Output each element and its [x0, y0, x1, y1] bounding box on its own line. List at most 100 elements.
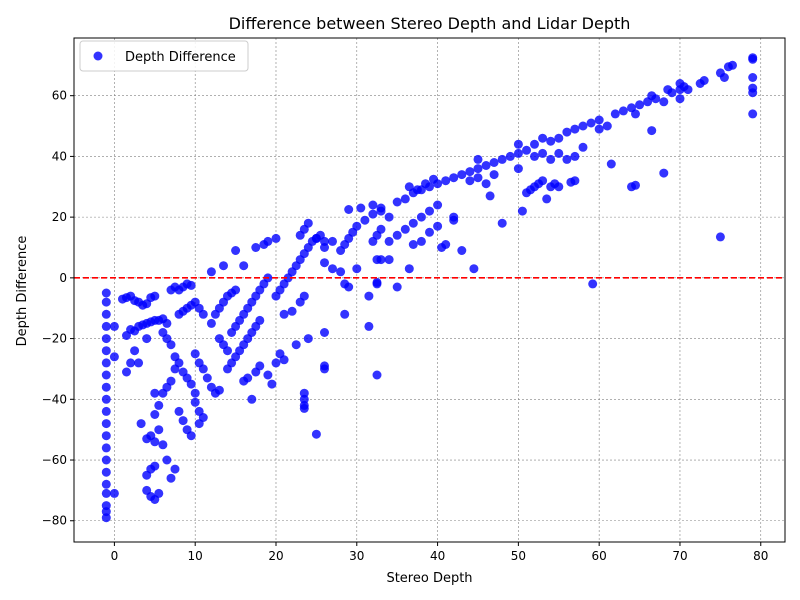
data-point: [408, 240, 418, 249]
data-point: [465, 167, 475, 177]
data-point: [360, 215, 370, 225]
x-tick-label: 0: [111, 549, 119, 563]
data-point: [328, 264, 337, 274]
data-point: [473, 173, 483, 183]
data-point: [251, 243, 261, 252]
y-tick-label: 0: [59, 271, 67, 285]
data-point: [631, 109, 640, 119]
data-point: [271, 233, 281, 243]
data-point: [287, 306, 297, 316]
data-point: [457, 170, 467, 180]
data-point: [101, 443, 111, 453]
data-point: [320, 243, 329, 252]
data-point: [368, 209, 378, 219]
data-point: [101, 288, 111, 298]
data-point: [299, 403, 309, 413]
data-point: [291, 340, 301, 350]
data-point: [489, 170, 499, 180]
x-tick-label: 20: [268, 549, 283, 563]
data-point: [247, 394, 257, 404]
data-point: [109, 488, 119, 498]
data-point: [748, 53, 758, 63]
data-point: [198, 364, 208, 374]
data-point: [150, 461, 160, 471]
data-point: [429, 174, 438, 184]
data-point: [174, 406, 184, 416]
data-point: [606, 159, 616, 169]
data-point: [122, 367, 131, 377]
data-point: [546, 154, 556, 164]
data-point: [748, 73, 758, 82]
data-point: [101, 488, 111, 498]
data-point: [162, 318, 172, 328]
data-point: [150, 410, 160, 419]
data-point: [101, 297, 111, 307]
data-point: [473, 164, 483, 174]
data-point: [408, 218, 418, 228]
data-point: [441, 176, 451, 186]
data-point: [202, 373, 212, 383]
data-point: [449, 173, 459, 183]
data-point: [485, 191, 495, 201]
data-point: [400, 194, 410, 204]
data-point: [554, 182, 564, 192]
data-point: [214, 385, 224, 395]
data-point: [166, 473, 176, 483]
chart-title: Difference between Stereo Depth and Lida…: [229, 14, 631, 33]
data-point: [219, 261, 228, 271]
data-point: [198, 309, 208, 319]
data-point: [594, 124, 604, 134]
data-point: [376, 255, 386, 265]
data-point: [170, 464, 180, 474]
data-point: [554, 148, 564, 158]
data-point: [675, 94, 685, 104]
data-point: [271, 358, 281, 368]
data-point: [101, 358, 111, 368]
data-point: [101, 431, 111, 441]
data-point: [667, 88, 677, 98]
data-point: [364, 321, 374, 331]
data-point: [344, 282, 354, 292]
data-point: [150, 388, 160, 398]
data-point: [699, 76, 709, 85]
y-tick-label: 40: [52, 149, 67, 163]
data-point: [231, 285, 241, 295]
data-point: [174, 358, 184, 368]
data-point: [101, 370, 111, 380]
data-point: [578, 142, 588, 152]
data-point: [376, 224, 386, 234]
data-point: [505, 151, 515, 161]
data-point: [522, 145, 531, 155]
data-point: [513, 164, 523, 174]
y-tick-label: −40: [42, 392, 67, 406]
data-point: [154, 488, 164, 498]
y-tick-label: 20: [52, 210, 67, 224]
legend-marker: [93, 51, 103, 61]
data-point: [154, 400, 164, 410]
data-point: [425, 206, 434, 216]
data-point: [588, 279, 598, 289]
x-axis-ticks: 0 10 20 30 40 50 60 70 80: [111, 542, 768, 563]
data-point: [538, 148, 548, 158]
data-point: [570, 151, 580, 161]
data-point: [158, 440, 168, 450]
data-point: [340, 309, 350, 319]
data-point: [101, 334, 111, 344]
data-point: [594, 115, 604, 125]
data-point: [101, 513, 111, 523]
data-point: [130, 346, 140, 356]
data-point: [352, 264, 362, 274]
data-point: [101, 467, 111, 477]
scatter-points: [101, 53, 758, 523]
data-point: [101, 455, 111, 465]
data-point: [320, 328, 329, 337]
data-point: [542, 194, 552, 204]
data-point: [255, 315, 265, 325]
data-point: [719, 73, 729, 82]
data-point: [166, 340, 176, 350]
data-point: [150, 437, 160, 447]
data-point: [513, 139, 523, 149]
data-point: [570, 176, 580, 186]
data-point: [748, 88, 758, 98]
